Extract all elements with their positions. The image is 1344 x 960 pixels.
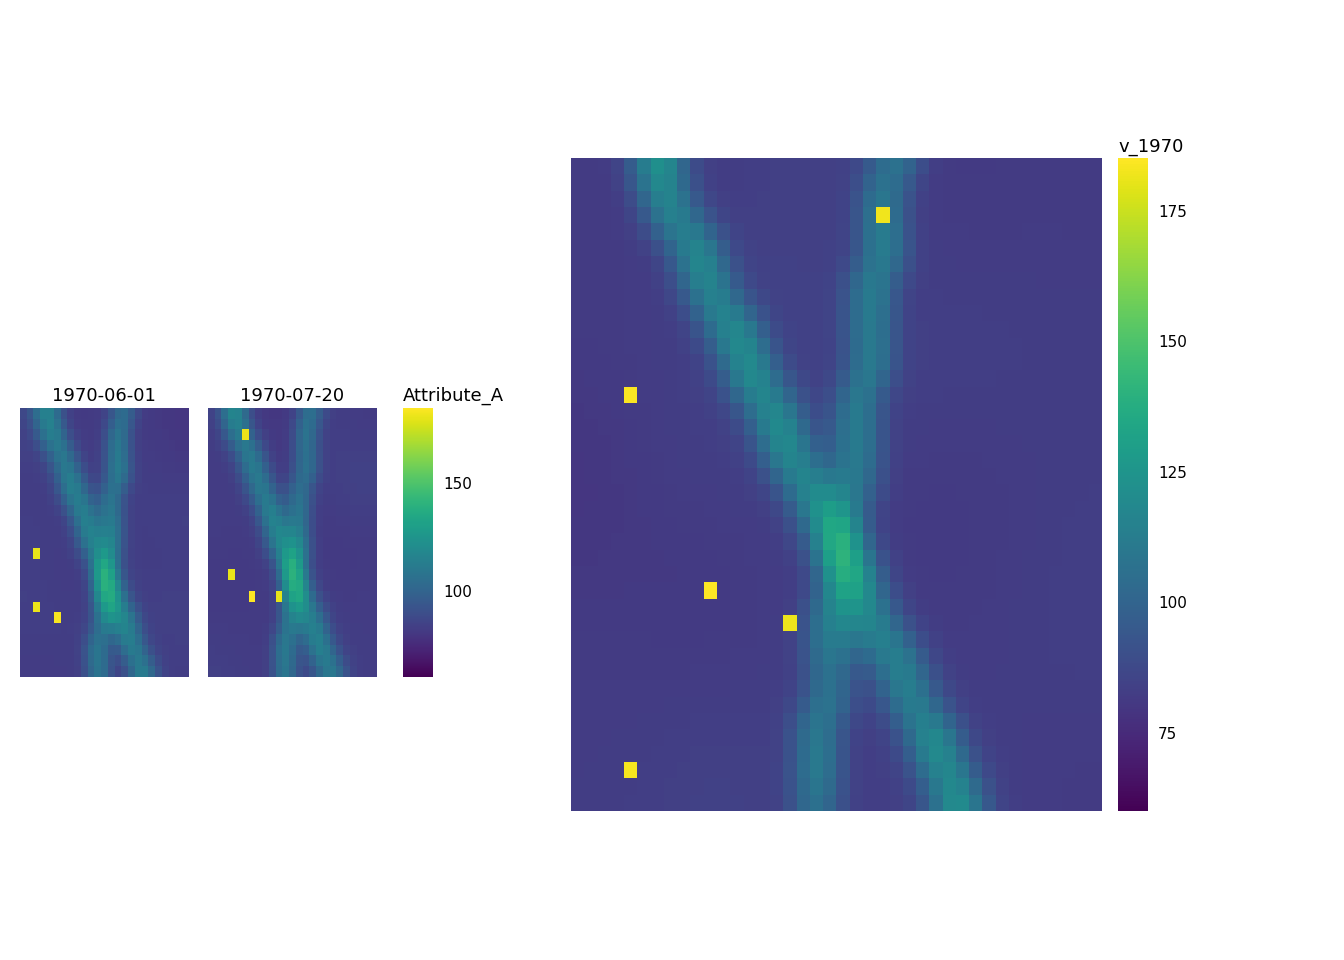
- Text: v_1970: v_1970: [1118, 137, 1184, 156]
- Text: Attribute_A: Attribute_A: [403, 387, 504, 405]
- Title: 1970-06-01: 1970-06-01: [52, 387, 156, 405]
- Title: 1970-07-20: 1970-07-20: [241, 387, 344, 405]
